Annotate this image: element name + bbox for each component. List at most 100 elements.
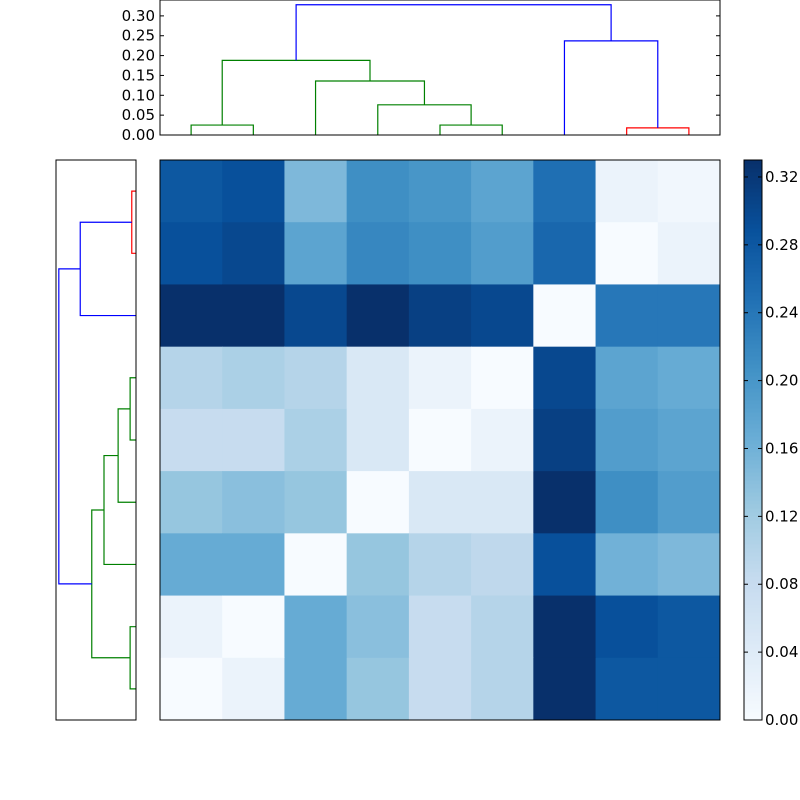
colorbar-gradient-band — [744, 456, 762, 461]
heatmap-cell — [284, 533, 348, 597]
heatmap-cell — [533, 346, 597, 410]
colorbar-gradient-band — [744, 208, 762, 213]
colorbar-gradient-band — [744, 292, 762, 297]
colorbar-gradient-band — [744, 324, 762, 329]
heatmap-cell — [222, 408, 285, 472]
top-dendrogram-tick-label: 0.20 — [122, 47, 155, 65]
colorbar-gradient-band — [744, 672, 762, 677]
colorbar-gradient-band — [744, 352, 762, 357]
colorbar-tick-label: 0.32 — [765, 168, 798, 186]
colorbar-gradient-band — [744, 540, 762, 545]
heatmap-cell — [471, 284, 534, 348]
dendrogram-link — [314, 80, 426, 135]
heatmap-cell — [160, 657, 223, 721]
heatmap-cell — [595, 533, 659, 597]
colorbar-gradient-band — [744, 300, 762, 305]
heatmap-cell — [471, 346, 534, 410]
colorbar-gradient-band — [744, 232, 762, 237]
top-dendrogram-tick-label: 0.30 — [122, 7, 155, 25]
heatmap-cell — [346, 346, 410, 410]
heatmap-cell — [533, 595, 597, 659]
colorbar-gradient-band — [744, 396, 762, 401]
colorbar-gradient-band — [744, 484, 762, 489]
colorbar-gradient-band — [744, 284, 762, 289]
heatmap-cell — [222, 346, 285, 410]
colorbar-gradient-band — [744, 256, 762, 261]
heatmap-cell — [408, 284, 472, 348]
heatmap-cell — [160, 284, 223, 348]
colorbar-gradient-band — [744, 632, 762, 637]
colorbar-gradient-band — [744, 688, 762, 693]
colorbar-gradient-band — [744, 336, 762, 341]
colorbar-gradient-band — [744, 504, 762, 509]
colorbar-tick-label: 0.04 — [765, 643, 798, 661]
colorbar-gradient-band — [744, 572, 762, 577]
left-dendrogram — [55, 159, 137, 721]
heatmap-cell — [657, 346, 721, 410]
colorbar-gradient-band — [744, 448, 762, 453]
heatmap-cell — [408, 222, 472, 285]
colorbar-gradient-band — [744, 176, 762, 181]
colorbar-gradient-band — [744, 192, 762, 197]
colorbar-gradient-band — [744, 224, 762, 229]
colorbar-gradient-band — [744, 676, 762, 681]
colorbar-gradient-band — [744, 556, 762, 561]
dendrogram-link — [131, 190, 136, 254]
colorbar-gradient-band — [744, 468, 762, 473]
heatmap-cell — [657, 284, 721, 348]
colorbar-gradient-band — [744, 260, 762, 265]
colorbar-gradient-band — [744, 460, 762, 465]
colorbar-gradient-band — [744, 648, 762, 653]
colorbar-gradient-band — [744, 624, 762, 629]
colorbar-gradient-band — [744, 712, 762, 717]
heatmap-matrix — [159, 159, 721, 721]
heatmap-cell — [284, 595, 348, 659]
heatmap-cell — [222, 160, 285, 223]
colorbar-gradient-band — [744, 248, 762, 253]
colorbar-gradient-band — [744, 340, 762, 345]
colorbar-gradient-band — [744, 328, 762, 333]
heatmap-cell — [657, 160, 721, 223]
colorbar-gradient-band — [744, 420, 762, 425]
heatmap-cell — [160, 346, 223, 410]
colorbar-gradient-band — [744, 308, 762, 313]
dendrogram-link — [377, 104, 472, 135]
heatmap-cell — [471, 657, 534, 721]
heatmap-cell — [533, 657, 597, 721]
colorbar-gradient-band — [744, 364, 762, 369]
colorbar-gradient-band — [744, 408, 762, 413]
dendrogram-link — [563, 40, 659, 135]
heatmap-cell — [408, 346, 472, 410]
colorbar-gradient-band — [744, 620, 762, 625]
colorbar-gradient-band — [744, 348, 762, 353]
colorbar-gradient-band — [744, 288, 762, 293]
dendrogram-link — [439, 124, 503, 135]
heatmap-cell — [657, 533, 721, 597]
colorbar-gradient-band — [744, 280, 762, 285]
top-dendrogram-tick-label: 0.10 — [122, 86, 155, 104]
dendrogram-link — [129, 626, 136, 690]
colorbar-gradient-band — [744, 524, 762, 529]
colorbar-gradient-band — [744, 240, 762, 245]
top-dendrogram-frame — [159, 0, 721, 136]
colorbar-gradient-band — [744, 596, 762, 601]
heatmap-cell — [657, 657, 721, 721]
colorbar-gradient-band — [744, 640, 762, 645]
heatmap-cell — [160, 160, 223, 223]
colorbar-tick-label: 0.24 — [765, 304, 798, 322]
colorbar-gradient-band — [744, 700, 762, 705]
colorbar-gradient-band — [744, 616, 762, 621]
heatmap-cell — [657, 222, 721, 285]
colorbar-gradient-band — [744, 216, 762, 221]
dendrogram-link — [129, 377, 136, 441]
colorbar-gradient-band — [744, 544, 762, 549]
heatmap-cell — [408, 533, 472, 597]
colorbar-gradient-band — [744, 400, 762, 405]
heatmap-cell — [284, 408, 348, 472]
colorbar-gradient-band — [744, 680, 762, 685]
heatmap-cell — [595, 160, 659, 223]
dendrogram-link — [103, 454, 136, 566]
colorbar-gradient-band — [744, 592, 762, 597]
colorbar-gradient-band — [744, 608, 762, 613]
